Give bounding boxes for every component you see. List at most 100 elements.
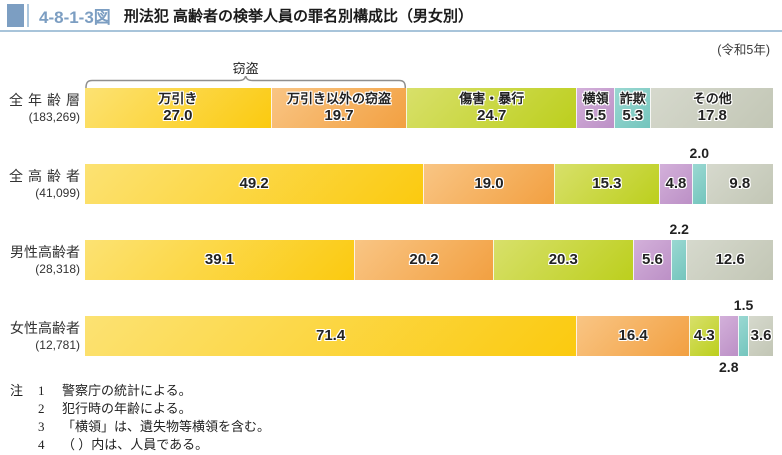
- bar-segment: 39.1: [85, 240, 354, 280]
- stacked-bar-chart: 窃盗 全年齢層 (183,269) 万引き 27.0 万引き以外の窃盗 19.7 傷害・暴行…: [0, 58, 782, 375]
- note-text: （ ）内は、人員である。: [62, 437, 209, 452]
- category-label: 女性高齢者: [10, 320, 80, 336]
- category-label-block: 女性高齢者 (12,781): [0, 316, 80, 356]
- theft-group-brace: 窃盗: [85, 61, 406, 88]
- segment-series-label: 万引き: [158, 91, 198, 106]
- note-number: 2: [38, 401, 45, 416]
- segment-value-outside: 2.8: [719, 359, 739, 375]
- category-count: (28,318): [35, 262, 80, 276]
- segment-value: 12.6: [715, 251, 745, 268]
- bar-segment: 20.2: [354, 240, 493, 280]
- bar-segment: 16.4: [576, 316, 690, 356]
- segment-value-outside: 1.5: [733, 297, 754, 313]
- bar-segment: 万引き以外の窃盗 19.7: [270, 88, 407, 128]
- segment-series-label: 傷害・暴行: [459, 91, 525, 106]
- bar-segment: 3.6: [748, 316, 773, 356]
- theft-bracket-row: 窃盗: [85, 58, 773, 88]
- segment-value: 71.4: [316, 327, 346, 344]
- segment-value: 20.3: [548, 251, 578, 268]
- segment-value: 5.6: [641, 251, 663, 268]
- bar-segment: 2.8: [718, 316, 738, 375]
- note-number: 1: [38, 383, 45, 398]
- bar-segment: 2.2: [669, 221, 689, 280]
- figure-header: 4-8-1-3図 刑法犯 高齢者の検挙人員の罪名別構成比（男女別）: [0, 0, 782, 32]
- category-label: 男性高齢者: [10, 244, 80, 260]
- segment-value: 20.2: [409, 251, 439, 268]
- figure-number: 4-8-1-3図: [39, 7, 111, 27]
- category-label: 全年齢層: [9, 92, 80, 108]
- note-line: 注 1 警察庁の統計による。: [10, 382, 782, 400]
- category-count: (12,781): [35, 338, 80, 352]
- chart-row: 男性高齢者 (28,318) 39.1 20.2 20.3 5.6 2.2 12.6: [0, 221, 782, 280]
- note-line: 3 「横領」は、遺失物等横領を含む。: [10, 418, 782, 436]
- segment-value: 39.1: [204, 251, 235, 268]
- bar-segment: 9.8: [705, 164, 773, 204]
- segment-value: 4.3: [693, 327, 715, 344]
- segment-series-label: 詐欺: [619, 91, 646, 106]
- segment-value-outside: 2.0: [689, 145, 709, 161]
- bar-track: 万引き 27.0 万引き以外の窃盗 19.7 傷害・暴行 24.7 横領 5.5 詐欺 5.3 その…: [85, 88, 773, 128]
- segment-value: 19.7: [324, 107, 354, 124]
- segment-value: 49.2: [239, 175, 269, 192]
- category-label-block: 全年齢層 (183,269): [0, 88, 80, 128]
- segment-value: 9.8: [729, 175, 751, 192]
- theft-bracket-label: 窃盗: [232, 61, 259, 76]
- bar-track: 71.4 16.4 4.3 2.8 1.5 3.6: [85, 297, 773, 375]
- segment-value: 4.8: [665, 175, 687, 192]
- bar-segment: 詐欺 5.3: [614, 88, 651, 128]
- note-prefix: 注: [10, 383, 24, 398]
- segment-value: 16.4: [618, 327, 648, 344]
- note-number: 3: [38, 419, 45, 434]
- chart-rows: 全年齢層 (183,269) 万引き 27.0 万引き以外の窃盗 19.7 傷害・暴行 24.…: [0, 88, 782, 375]
- segment-value: 5.3: [622, 107, 644, 124]
- segment-value: 17.8: [697, 107, 727, 124]
- bar-segment: 71.4: [85, 316, 577, 356]
- note-text: 警察庁の統計による。: [62, 383, 192, 398]
- bar-segment: 19.0: [423, 164, 554, 204]
- segment-value: 15.3: [592, 175, 622, 192]
- note-text: 犯行時の年齢による。: [62, 401, 192, 416]
- bar-track: 39.1 20.2 20.3 5.6 2.2 12.6: [85, 221, 773, 280]
- segment-series-label: 万引き以外の窃盗: [287, 91, 392, 106]
- bar-segment: 20.3: [492, 240, 633, 280]
- bar-segment: 5.6: [632, 240, 672, 280]
- bar-track: 49.2 19.0 15.3 4.8 2.0 9.8: [85, 145, 773, 204]
- segment-value: 24.7: [477, 107, 507, 124]
- note-line: 2 犯行時の年齢による。: [10, 400, 782, 418]
- segment-value: 19.0: [474, 175, 504, 192]
- year-note: (令和5年): [717, 43, 770, 57]
- note-number: 4: [38, 437, 45, 452]
- note-text: 「横領」は、遺失物等横領を含む。: [62, 419, 271, 434]
- note-line: 4 （ ）内は、人員である。: [10, 436, 782, 454]
- bar-segment: 15.3: [553, 164, 659, 204]
- bar-segment: 49.2: [85, 164, 424, 204]
- figure-title: 刑法犯 高齢者の検挙人員の罪名別構成比（男女別）: [123, 7, 473, 25]
- bar-segment: 万引き 27.0: [85, 88, 271, 128]
- bar-segment: 傷害・暴行 24.7: [406, 88, 577, 128]
- segment-value: 5.5: [585, 107, 607, 124]
- segment-series-label: 横領: [582, 91, 609, 106]
- segment-value-outside: 2.2: [669, 221, 689, 237]
- category-label-block: 男性高齢者 (28,318): [0, 240, 80, 280]
- chart-row: 全年齢層 (183,269) 万引き 27.0 万引き以外の窃盗 19.7 傷害・暴行 24.…: [0, 88, 782, 128]
- bar-segment: 2.0: [690, 145, 709, 204]
- bar-segment: 横領 5.5: [576, 88, 615, 128]
- brace-icon: [85, 76, 406, 88]
- bar-segment: 1.5: [734, 297, 753, 356]
- notes: 注 1 警察庁の統計による。 2 犯行時の年齢による。 3 「横領」は、遺失物等…: [10, 382, 782, 454]
- segment-series-label: その他: [692, 91, 732, 106]
- segment-value: 3.6: [750, 327, 772, 344]
- chart-row: 女性高齢者 (12,781) 71.4 16.4 4.3 2.8 1.5 3.6: [0, 297, 782, 375]
- bar-segment: 4.8: [658, 164, 692, 204]
- chart-row: 全高齢者 (41,099) 49.2 19.0 15.3 4.8 2.0 9.8: [0, 145, 782, 204]
- bar-segment: 12.6: [686, 240, 773, 280]
- bar-segment: その他 17.8: [650, 88, 773, 128]
- category-label: 全高齢者: [9, 168, 80, 184]
- figure-number-chip: [7, 3, 24, 27]
- category-count: (183,269): [28, 110, 80, 124]
- category-count: (41,099): [35, 186, 80, 200]
- category-label-block: 全高齢者 (41,099): [0, 164, 80, 204]
- bar-segment: 4.3: [689, 316, 719, 356]
- segment-value: 27.0: [163, 107, 193, 124]
